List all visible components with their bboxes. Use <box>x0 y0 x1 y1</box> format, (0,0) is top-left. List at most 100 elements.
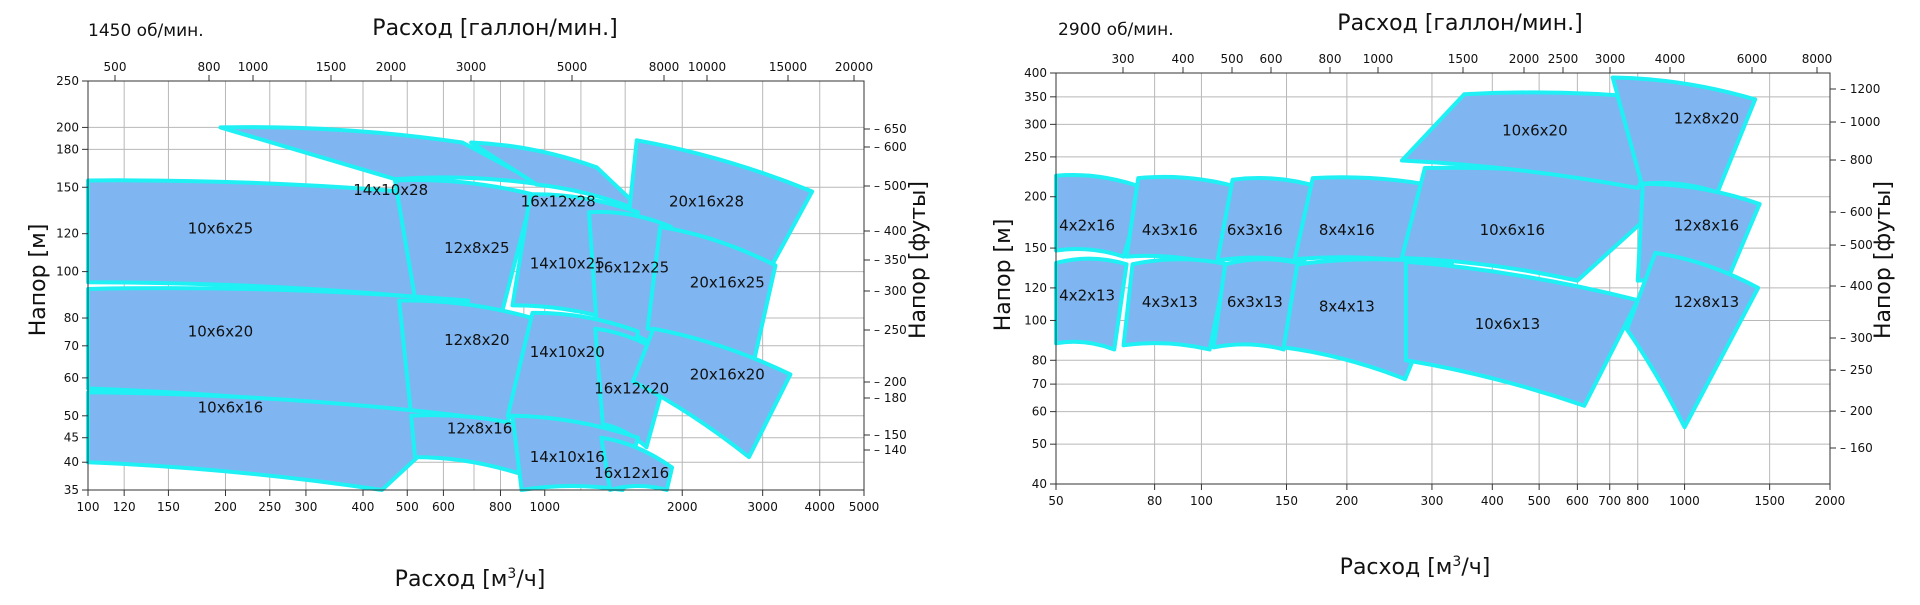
plot-frame-2900 <box>1055 72 1831 485</box>
right-tick-label: – 300 <box>1840 331 1873 345</box>
right-tick-label: – 160 <box>1840 441 1873 455</box>
right-axis-title-2900: Напор [футы] <box>1871 181 1896 339</box>
y-tick-label: 70 <box>1032 377 1047 391</box>
top-tick-label: 8000 <box>649 60 680 74</box>
top-tick-label: 800 <box>1319 52 1342 66</box>
region-label: 12x8x25 <box>444 239 509 257</box>
top-tick-label: 15000 <box>769 60 807 74</box>
right-tick-label: – 150 <box>874 428 907 442</box>
top-axis-title-1450: Расход [галлон/мин.] <box>372 16 617 41</box>
right-tick-label: – 500 <box>1840 238 1873 252</box>
region-label: 8x4x16 <box>1319 221 1375 239</box>
right-tick-label: – 1200 <box>1840 82 1880 96</box>
region-label: 4x3x13 <box>1142 293 1198 311</box>
x-tick-label: 600 <box>1566 494 1589 508</box>
y-tick-label: 350 <box>1024 90 1047 104</box>
top-tick-label: 500 <box>1221 52 1244 66</box>
region-label: 12x8x20 <box>1674 109 1739 127</box>
y-tick-label: 250 <box>1024 150 1047 164</box>
right-tick-label: – 500 <box>874 179 907 193</box>
region-label: 6x3x13 <box>1227 293 1283 311</box>
region-label: 4x2x13 <box>1059 286 1115 304</box>
x-tick-label: 100 <box>1190 494 1213 508</box>
x-tick-label: 300 <box>294 500 317 514</box>
x-tick-label: 2000 <box>667 500 698 514</box>
right-tick-label: – 300 <box>874 284 907 298</box>
region-label: 12x8x16 <box>1674 217 1739 235</box>
left-axis-title-1450: Напор [м] <box>26 224 51 337</box>
top-tick-label: 3000 <box>456 60 487 74</box>
region-12x8x13 <box>1624 250 1761 430</box>
region-20x16x20 <box>630 326 793 460</box>
right-tick-label: – 400 <box>1840 279 1873 293</box>
region-label: 14x10x25 <box>530 254 605 272</box>
region-6x3x13 <box>1211 257 1305 352</box>
right-tick-label: – 400 <box>874 224 907 238</box>
region-10x6x20 <box>1399 90 1689 191</box>
region-label: 4x2x16 <box>1059 217 1115 235</box>
right-tick-label: – 180 <box>874 391 907 405</box>
region-label: 16x12x16 <box>594 464 669 482</box>
top-tick-label: 1500 <box>1448 52 1479 66</box>
y-tick-label: 50 <box>1032 437 1047 451</box>
top-tick-label: 300 <box>1112 52 1135 66</box>
right-tick-label: – 200 <box>874 375 907 389</box>
y-tick-label: 100 <box>1024 313 1047 327</box>
region-label: 10x6x16 <box>198 399 263 417</box>
region-label: 20x16x25 <box>690 273 765 291</box>
top-tick-label: 5000 <box>557 60 588 74</box>
region-label: 12x8x16 <box>447 420 512 438</box>
y-tick-label: 250 <box>56 74 79 88</box>
x-tick-label: 250 <box>258 500 281 514</box>
right-tick-label: – 200 <box>1840 404 1873 418</box>
plot-frame-1450 <box>87 80 865 491</box>
ticks-2900: 50 80 100 150 200 300 400 500 600 700 800 1000 1500 2… <box>1024 52 1880 508</box>
region-label: 20x16x28 <box>669 193 744 211</box>
x-tick-label: 4000 <box>804 500 835 514</box>
top-tick-label: 4000 <box>1655 52 1686 66</box>
x-tick-label: 120 <box>113 500 136 514</box>
region-label: 14x10x20 <box>530 343 605 361</box>
region-label: 4x3x16 <box>1142 221 1198 239</box>
right-tick-label: – 650 <box>874 122 907 136</box>
top-tick-label: 2000 <box>376 60 407 74</box>
y-tick-label: 35 <box>64 483 79 497</box>
y-tick-label: 50 <box>64 409 79 423</box>
y-tick-label: 70 <box>64 339 79 353</box>
region-label: 10x6x13 <box>1475 315 1540 333</box>
right-tick-label: – 1000 <box>1840 115 1880 129</box>
top-tick-label: 3000 <box>1595 52 1626 66</box>
right-tick-label: – 140 <box>874 443 907 457</box>
region-label: 16x12x28 <box>521 193 596 211</box>
region-label: 12x8x13 <box>1674 293 1739 311</box>
x-tick-label: 800 <box>489 500 512 514</box>
region-14x10x28 <box>218 125 543 187</box>
region-label: 16x12x20 <box>594 380 669 398</box>
region-label: 16x12x25 <box>594 258 669 276</box>
top-tick-label: 6000 <box>1737 52 1768 66</box>
region-label: 14x10x28 <box>353 181 428 199</box>
y-tick-label: 150 <box>1024 241 1047 255</box>
region-label: 8x4x13 <box>1319 298 1375 316</box>
region-label: 10x6x20 <box>1502 121 1567 139</box>
y-tick-label: 180 <box>56 142 79 156</box>
region-16x12x28 <box>469 140 647 215</box>
top-tick-label: 400 <box>1172 52 1195 66</box>
top-tick-label: 500 <box>104 60 127 74</box>
x-tick-label: 5000 <box>849 500 880 514</box>
speed-label-2900: 2900 об/мин. <box>1058 20 1174 40</box>
x-tick-label: 500 <box>1528 494 1551 508</box>
y-tick-label: 80 <box>64 311 79 325</box>
top-tick-label: 8000 <box>1802 52 1833 66</box>
top-axis-title-2900: Расход [галлон/мин.] <box>1337 11 1582 36</box>
region-16x12x16 <box>599 435 675 492</box>
top-tick-label: 10000 <box>688 60 726 74</box>
x-tick-label: 400 <box>1481 494 1504 508</box>
speed-label-1450: 1450 об/мин. <box>88 21 204 41</box>
top-tick-label: 2500 <box>1548 52 1579 66</box>
y-tick-label: 60 <box>1032 405 1047 419</box>
right-tick-label: – 250 <box>874 323 907 337</box>
bottom-axis-title-2900: Расход [м3/ч] <box>1340 554 1491 580</box>
y-tick-label: 120 <box>56 227 79 241</box>
y-tick-label: 200 <box>56 120 79 134</box>
